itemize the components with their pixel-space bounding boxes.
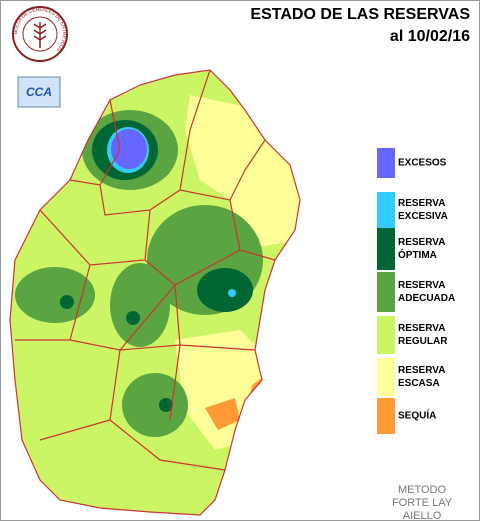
legend-label: SEQUÍA bbox=[398, 409, 436, 422]
legend-swatch bbox=[377, 358, 395, 396]
footer-line: AIELLO bbox=[403, 510, 442, 521]
legend: EXCESOSRESERVAEXCESIVARESERVAÓPTIMARESER… bbox=[377, 148, 455, 434]
legend-label: RESERVA bbox=[398, 365, 445, 376]
zone bbox=[205, 398, 240, 430]
legend-label: ADECUADA bbox=[398, 293, 455, 304]
title: ESTADO DE LAS RESERVAS bbox=[250, 6, 470, 23]
zone bbox=[228, 289, 236, 297]
badge bbox=[17, 76, 61, 108]
zone bbox=[60, 295, 74, 309]
zone bbox=[111, 129, 147, 169]
footer-line: METODO bbox=[398, 484, 447, 496]
legend-swatch bbox=[377, 228, 395, 270]
legend-swatch bbox=[377, 398, 395, 434]
zone bbox=[126, 311, 140, 325]
legend-label: ÓPTIMA bbox=[398, 248, 437, 261]
badge-text: CCA bbox=[26, 85, 52, 99]
legend-label: RESERVA bbox=[398, 323, 445, 334]
legend-label: RESERVA bbox=[398, 237, 445, 248]
legend-label: RESERVA bbox=[398, 280, 445, 291]
footer-line: FORTE LAY bbox=[392, 497, 453, 509]
zone bbox=[110, 263, 170, 347]
legend-swatch bbox=[377, 192, 395, 228]
legend-swatch bbox=[377, 272, 395, 312]
zone bbox=[122, 373, 188, 437]
legend-label: ESCASA bbox=[398, 378, 440, 389]
legend-label: EXCESIVA bbox=[398, 211, 448, 222]
zone bbox=[15, 267, 95, 323]
legend-label: REGULAR bbox=[398, 336, 448, 347]
legend-swatch bbox=[377, 148, 395, 178]
logo: BOLSA DE CEREALES DE ENTRE RIOS bbox=[12, 6, 68, 62]
date: al 10/02/16 bbox=[390, 28, 470, 45]
legend-label: RESERVA bbox=[398, 198, 445, 209]
legend-label: EXCESOS bbox=[398, 158, 447, 169]
zone bbox=[159, 398, 173, 412]
legend-swatch bbox=[377, 316, 395, 354]
zone bbox=[197, 268, 253, 312]
departments bbox=[9, 69, 301, 516]
